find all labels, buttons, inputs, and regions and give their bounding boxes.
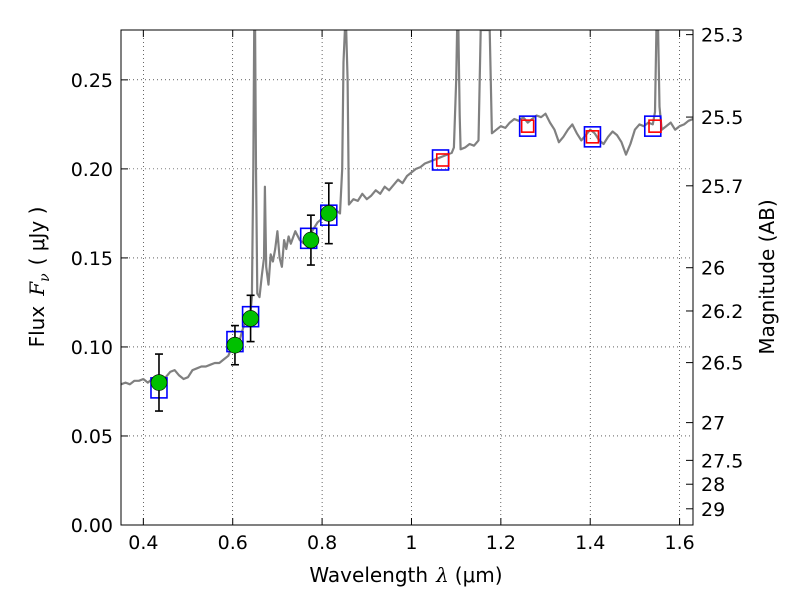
x-tick-label: 1.4 [575, 532, 605, 554]
y-tick-label: 0.15 [71, 248, 113, 270]
upper-limit-point [435, 153, 450, 167]
y-tick-label: 0.10 [71, 337, 113, 359]
right-tick-label: 26.2 [701, 301, 743, 323]
right-tick-label: 27 [701, 413, 725, 435]
right-tick-label: 25.3 [701, 25, 743, 47]
measured-point [242, 310, 259, 327]
right-tick-label: 25.5 [701, 107, 743, 129]
right-tick-label: 26 [701, 258, 725, 280]
upper-limit-point [520, 119, 535, 133]
y-axis-label: FluxFν( μJy ) [25, 207, 53, 348]
measured-point [302, 231, 320, 249]
right-tick-label: 25.7 [701, 176, 743, 198]
right-tick-label: 26.5 [701, 353, 743, 375]
model-point [518, 115, 537, 137]
x-tick-label: 0.6 [218, 532, 248, 554]
axis-ticks: 0.4 0.6 0.8 1 1.2 1.4 1.6 0.00 0.05 0.10 0.15 0.20 0… [71, 25, 744, 554]
y-tick-label: 0.20 [71, 159, 113, 181]
measured-point [320, 205, 338, 222]
plot-area [121, 30, 693, 412]
x-tick-label: 1.6 [664, 532, 694, 554]
upper-limit-point [585, 130, 600, 144]
measured-point [226, 336, 244, 354]
plot-frame [120, 29, 694, 526]
model-point [583, 126, 602, 148]
y-tick-label: 0.00 [71, 515, 113, 537]
right-tick-label: 29 [701, 499, 725, 521]
upper-limit-point [648, 119, 662, 133]
right-tick-label: 27.5 [701, 450, 743, 472]
x-tick-label: 0.8 [307, 532, 337, 554]
x-tick-label: 1 [405, 532, 417, 554]
right-tick-label: 28 [701, 474, 725, 496]
y-tick-label: 0.05 [71, 426, 113, 448]
x-tick-label: 0.4 [128, 532, 158, 554]
y-tick-label: 0.25 [71, 70, 113, 92]
x-tick-label: 1.2 [486, 532, 516, 554]
right-axis-label: Magnitude (AB) [755, 199, 779, 354]
x-axis-label: Wavelength λ (μm) [309, 563, 502, 587]
measured-point [150, 374, 168, 391]
